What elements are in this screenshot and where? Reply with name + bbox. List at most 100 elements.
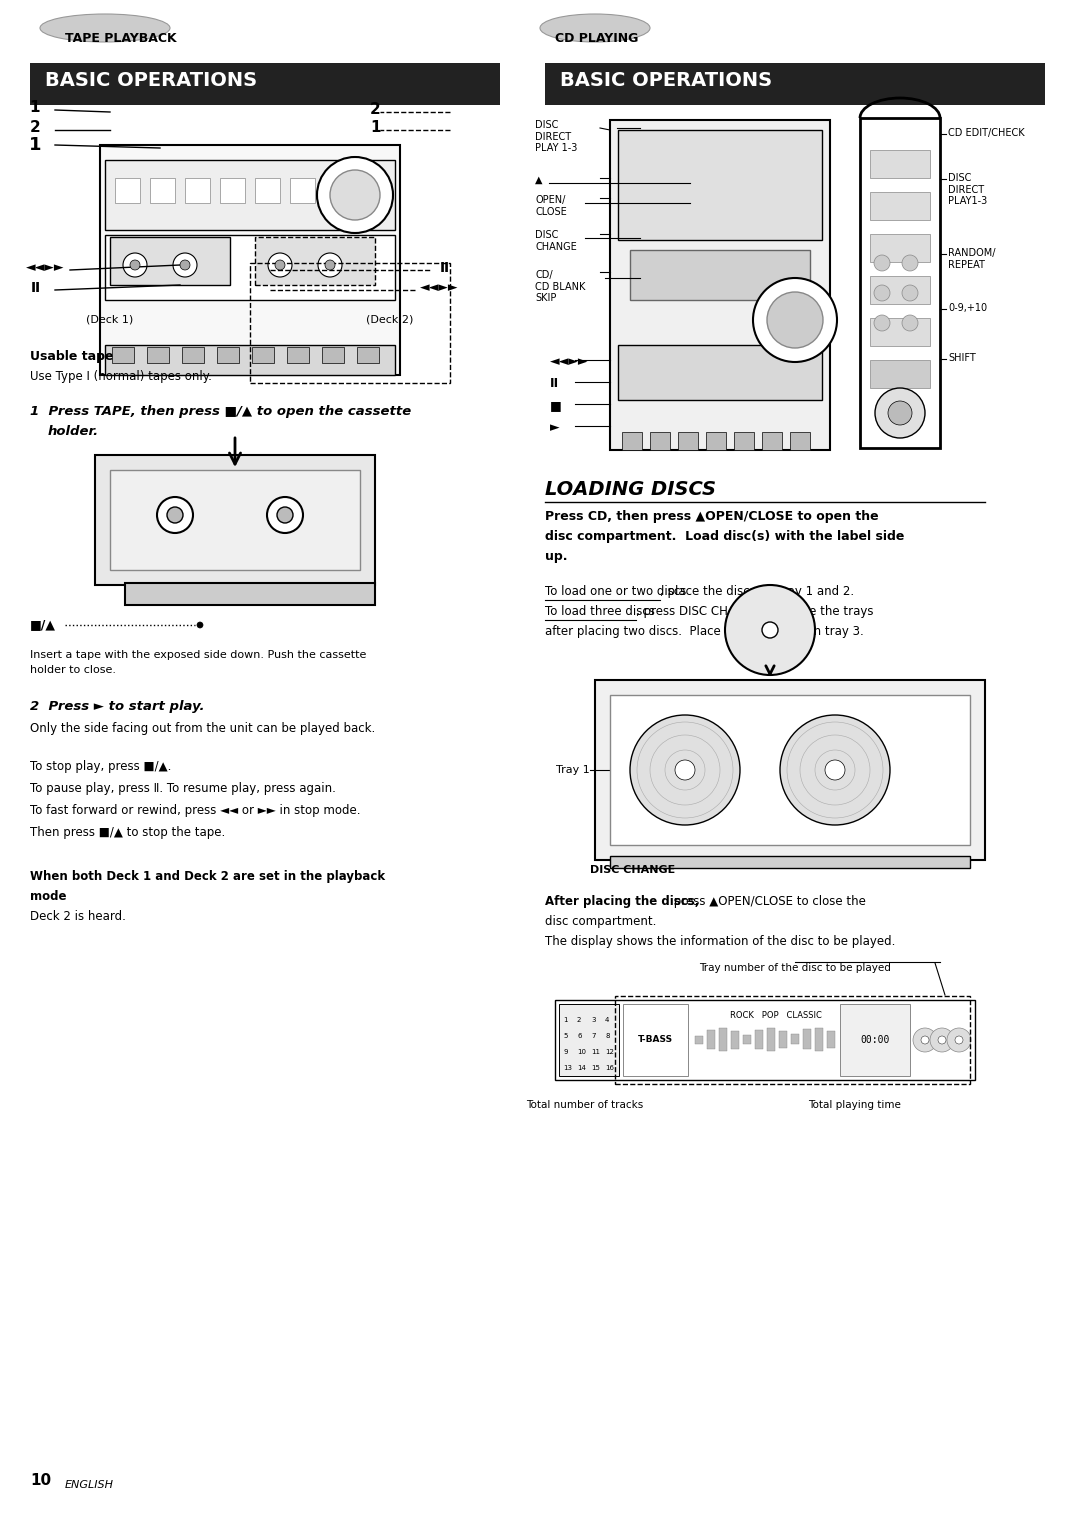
Text: ◄◄►►: ◄◄►► <box>26 262 64 274</box>
Text: 2: 2 <box>370 103 381 118</box>
Circle shape <box>913 1027 937 1052</box>
Text: To load one or two discs: To load one or two discs <box>545 586 687 598</box>
Bar <box>30 64 500 104</box>
Circle shape <box>902 284 918 301</box>
Bar <box>618 130 822 241</box>
Circle shape <box>268 253 292 277</box>
Text: 00:00: 00:00 <box>861 1035 890 1045</box>
Circle shape <box>875 387 924 437</box>
Text: LOADING DISCS: LOADING DISCS <box>545 480 716 499</box>
Bar <box>623 1005 688 1076</box>
Text: After placing the discs,: After placing the discs, <box>545 896 700 908</box>
Circle shape <box>947 1027 971 1052</box>
Text: holder.: holder. <box>48 425 99 437</box>
Bar <box>112 346 134 363</box>
Text: CD PLAYING: CD PLAYING <box>555 32 638 45</box>
Bar <box>322 346 345 363</box>
Bar <box>791 1035 799 1044</box>
Bar <box>707 1030 715 1049</box>
Bar <box>678 433 698 449</box>
Bar <box>815 1029 823 1052</box>
Bar <box>610 856 970 868</box>
Bar <box>719 1027 727 1052</box>
Circle shape <box>725 586 815 675</box>
Text: (Deck 2): (Deck 2) <box>366 315 414 325</box>
Text: 2: 2 <box>577 1017 581 1023</box>
Circle shape <box>318 253 342 277</box>
Circle shape <box>325 260 335 269</box>
Bar <box>870 235 930 262</box>
Text: SHIFT: SHIFT <box>948 353 975 363</box>
Text: CD EDIT/CHECK: CD EDIT/CHECK <box>948 129 1025 138</box>
Circle shape <box>930 1027 954 1052</box>
Bar <box>789 433 810 449</box>
Text: 2: 2 <box>29 121 40 136</box>
Text: When both Deck 1 and Deck 2 are set in the playback: When both Deck 1 and Deck 2 are set in t… <box>30 870 386 884</box>
Text: The display shows the information of the disc to be played.: The display shows the information of the… <box>545 935 895 949</box>
Circle shape <box>902 256 918 271</box>
Text: BASIC OPERATIONS: BASIC OPERATIONS <box>561 71 772 89</box>
Text: DISC
DIRECT
PLAY 1-3: DISC DIRECT PLAY 1-3 <box>535 120 578 153</box>
Bar <box>860 118 940 448</box>
Text: 1: 1 <box>563 1017 567 1023</box>
Text: 1  Press TAPE, then press ■/▲ to open the cassette: 1 Press TAPE, then press ■/▲ to open the… <box>30 405 411 418</box>
Bar <box>870 318 930 346</box>
Text: Tray number of the disc to be played: Tray number of the disc to be played <box>699 962 891 973</box>
Bar <box>100 145 400 375</box>
Circle shape <box>767 292 823 348</box>
Text: Total number of tracks: Total number of tracks <box>526 1100 644 1111</box>
Circle shape <box>675 760 696 781</box>
Bar <box>291 179 315 203</box>
Circle shape <box>130 260 140 269</box>
Text: 1: 1 <box>29 136 41 154</box>
Text: (Deck 1): (Deck 1) <box>86 315 134 325</box>
Bar <box>827 1032 835 1049</box>
Bar <box>804 1029 811 1049</box>
Circle shape <box>888 401 912 425</box>
Circle shape <box>275 260 285 269</box>
Bar <box>755 1030 762 1049</box>
Bar <box>618 345 822 399</box>
Bar <box>610 694 970 844</box>
Circle shape <box>197 622 203 628</box>
Bar <box>105 345 395 375</box>
Text: DISC CHANGE: DISC CHANGE <box>590 865 675 875</box>
Bar <box>559 1005 619 1076</box>
Bar <box>870 150 930 179</box>
Bar <box>706 433 726 449</box>
Text: ■: ■ <box>550 399 562 412</box>
Bar <box>255 238 375 284</box>
Circle shape <box>921 1036 929 1044</box>
Circle shape <box>180 260 190 269</box>
Circle shape <box>318 157 393 233</box>
Text: Ⅱ: Ⅱ <box>30 281 40 295</box>
Bar <box>545 64 1045 104</box>
Bar <box>95 455 375 586</box>
Bar <box>147 346 168 363</box>
Text: 13: 13 <box>563 1065 572 1071</box>
Text: 5: 5 <box>563 1033 567 1039</box>
Circle shape <box>874 284 890 301</box>
Bar <box>105 235 395 300</box>
Text: 15: 15 <box>591 1065 599 1071</box>
Text: BASIC OPERATIONS: BASIC OPERATIONS <box>45 71 257 89</box>
Circle shape <box>157 496 193 533</box>
Circle shape <box>753 278 837 362</box>
Text: Total playing time: Total playing time <box>809 1100 902 1111</box>
Text: Then press ■/▲ to stop the tape.: Then press ■/▲ to stop the tape. <box>30 826 226 840</box>
Text: Ⅱ: Ⅱ <box>440 262 449 275</box>
Bar <box>185 179 210 203</box>
Text: 12: 12 <box>605 1049 613 1055</box>
Circle shape <box>762 622 778 638</box>
Text: 10: 10 <box>577 1049 586 1055</box>
Text: Ⅱ: Ⅱ <box>550 377 558 390</box>
Text: To pause play, press Ⅱ. To resume play, press again.: To pause play, press Ⅱ. To resume play, … <box>30 782 336 794</box>
Bar <box>125 583 375 605</box>
Circle shape <box>173 253 197 277</box>
Text: ◄◄►►: ◄◄►► <box>420 281 459 295</box>
Bar <box>870 192 930 219</box>
Bar <box>610 120 831 449</box>
Text: Insert a tape with the exposed side down. Push the cassette: Insert a tape with the exposed side down… <box>30 651 366 660</box>
Bar <box>731 1030 739 1049</box>
Text: 8: 8 <box>605 1033 609 1039</box>
